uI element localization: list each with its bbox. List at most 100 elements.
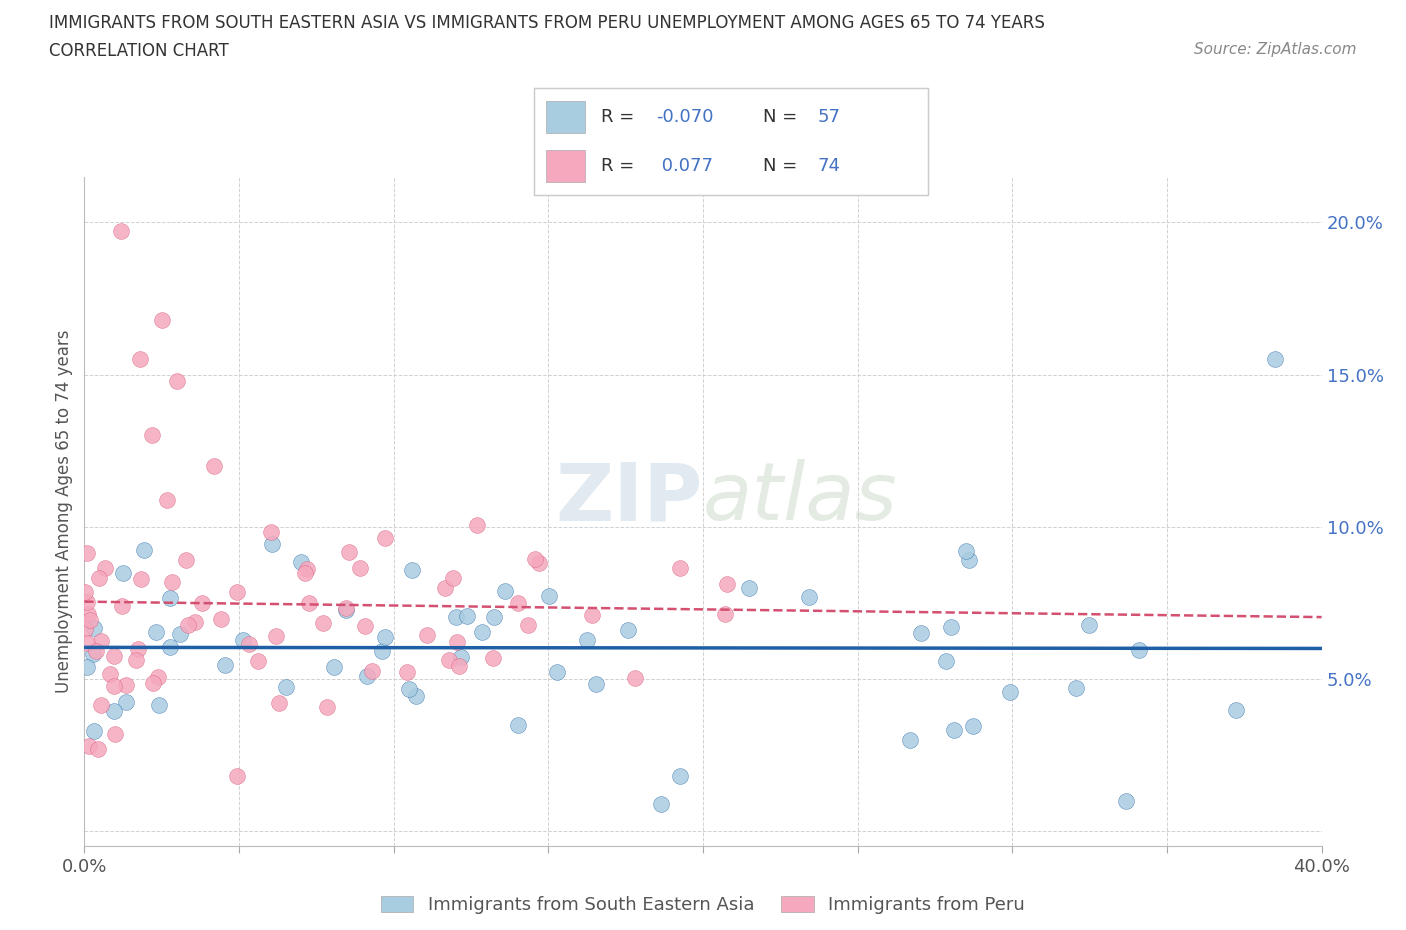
Point <box>110 224 132 239</box>
Point <box>955 544 977 559</box>
Point <box>103 649 125 664</box>
Point <box>295 562 318 577</box>
Point <box>585 677 607 692</box>
Point <box>90 633 112 648</box>
Point <box>159 640 181 655</box>
Point <box>441 571 464 586</box>
Text: N =: N = <box>762 108 803 126</box>
Text: -0.070: -0.070 <box>657 108 714 126</box>
Text: 0.077: 0.077 <box>657 157 713 176</box>
Point <box>184 615 207 630</box>
Point <box>416 627 439 642</box>
Point <box>125 653 148 668</box>
Point <box>76 594 98 609</box>
Point <box>395 664 418 679</box>
Point <box>202 458 225 473</box>
Point <box>297 596 319 611</box>
Point <box>145 625 167 640</box>
Point <box>150 312 173 327</box>
Point <box>482 650 505 665</box>
Point <box>323 659 346 674</box>
Y-axis label: Unemployment Among Ages 65 to 74 years: Unemployment Among Ages 65 to 74 years <box>55 330 73 693</box>
Point <box>444 610 467 625</box>
Point <box>482 610 505 625</box>
Point <box>374 530 396 545</box>
Point <box>148 670 170 684</box>
Text: N =: N = <box>762 157 803 176</box>
Point <box>508 595 530 610</box>
Point <box>232 632 254 647</box>
Point <box>446 634 468 649</box>
Point <box>166 373 188 388</box>
Point <box>312 616 335 631</box>
Point <box>84 644 107 658</box>
Point <box>1264 352 1286 366</box>
Point <box>75 622 97 637</box>
Point <box>83 620 105 635</box>
Point <box>576 632 599 647</box>
Point <box>668 561 690 576</box>
Point <box>156 492 179 507</box>
Point <box>910 626 932 641</box>
Point <box>354 618 377 633</box>
Point <box>246 654 269 669</box>
Point <box>1225 702 1247 717</box>
Point <box>75 585 97 600</box>
Point <box>77 738 100 753</box>
Point <box>79 612 101 627</box>
Point <box>401 563 423 578</box>
Point <box>89 570 111 585</box>
Point <box>669 768 692 783</box>
Point <box>361 663 384 678</box>
Point <box>115 678 138 693</box>
Point <box>214 658 236 672</box>
Point <box>797 590 820 604</box>
Point <box>356 668 378 683</box>
Text: 57: 57 <box>818 108 841 126</box>
Point <box>335 603 357 618</box>
Point <box>142 676 165 691</box>
Point <box>294 565 316 580</box>
Point <box>169 627 191 642</box>
Point <box>82 646 104 661</box>
Point <box>315 700 337 715</box>
Point <box>141 428 163 443</box>
Point <box>238 636 260 651</box>
Point <box>87 741 110 756</box>
Point <box>209 611 232 626</box>
Text: R =: R = <box>602 157 640 176</box>
Point <box>494 583 516 598</box>
Point <box>90 698 112 712</box>
Point <box>434 580 457 595</box>
Point <box>1000 684 1022 699</box>
Point <box>650 796 672 811</box>
Point <box>374 630 396 644</box>
Point <box>506 717 529 732</box>
Text: 74: 74 <box>818 157 841 176</box>
Point <box>94 561 117 576</box>
Point <box>437 652 460 667</box>
Point <box>450 649 472 664</box>
Point <box>98 667 121 682</box>
Point <box>617 623 640 638</box>
Text: atlas: atlas <box>703 459 898 538</box>
Point <box>941 619 963 634</box>
Point <box>449 658 471 673</box>
Legend: Immigrants from South Eastern Asia, Immigrants from Peru: Immigrants from South Eastern Asia, Immi… <box>381 896 1025 914</box>
Point <box>523 552 546 567</box>
Point <box>942 722 965 737</box>
Point <box>538 589 561 604</box>
Point <box>103 704 125 719</box>
Point <box>260 525 283 539</box>
Point <box>103 679 125 694</box>
Point <box>957 553 980 568</box>
Point <box>371 643 394 658</box>
Point <box>115 695 138 710</box>
Point <box>274 680 297 695</box>
Bar <box>546 101 585 133</box>
Point <box>471 624 494 639</box>
Point <box>349 560 371 575</box>
Point <box>935 654 957 669</box>
Point <box>174 552 197 567</box>
Text: R =: R = <box>602 108 640 126</box>
